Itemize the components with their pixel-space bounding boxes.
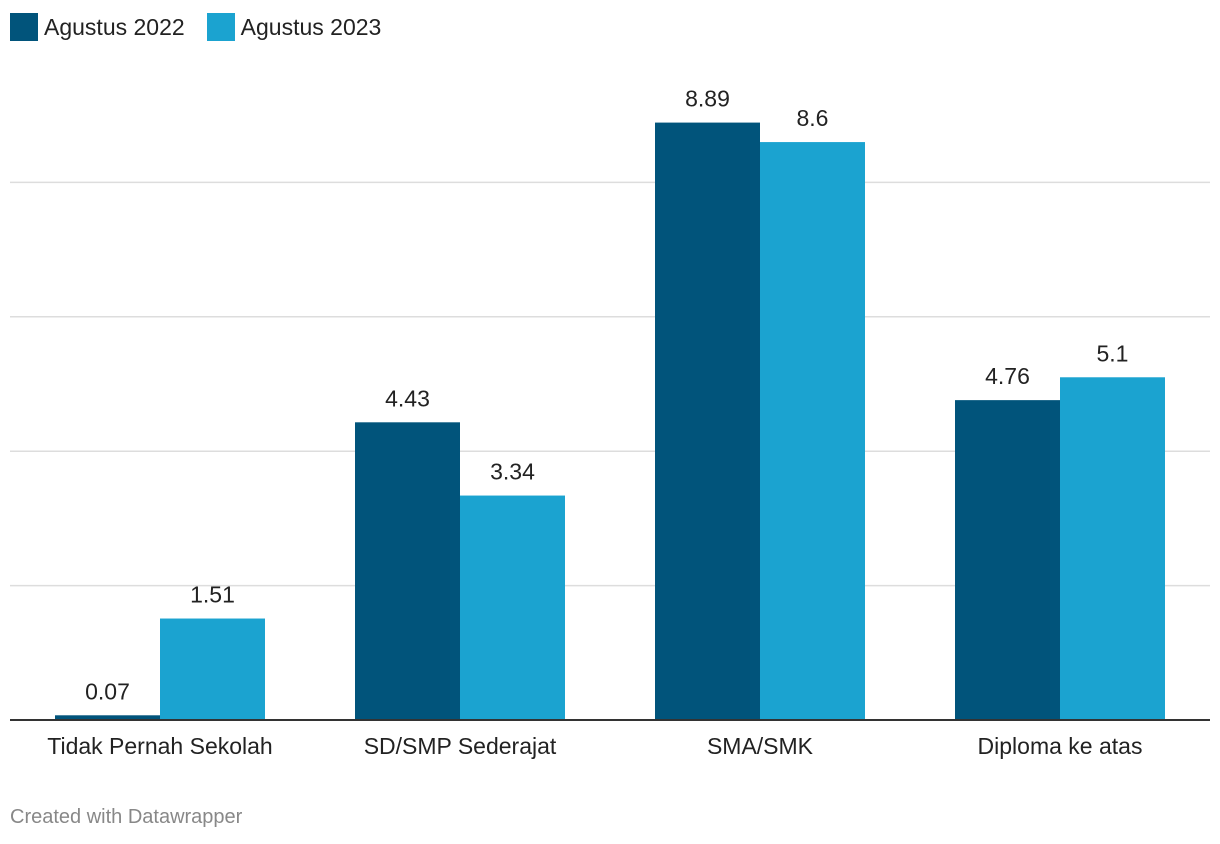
legend-label-2022: Agustus 2022	[44, 13, 185, 40]
legend-item-2023: Agustus 2023	[206, 13, 382, 41]
category-label: SD/SMP Sederajat	[364, 733, 557, 759]
data-label: 1.51	[190, 582, 235, 608]
footer-credit: Created with Datawrapper	[10, 806, 243, 828]
category-label: Tidak Pernah Sekolah	[47, 733, 272, 759]
bar	[955, 400, 1060, 720]
bar	[655, 122, 760, 721]
legend-swatch-2022	[10, 13, 38, 41]
data-label: 3.34	[490, 459, 535, 485]
category-label: Diploma ke atas	[978, 733, 1143, 759]
chart-legend: Agustus 2022 Agustus 2023	[10, 12, 403, 42]
bar	[460, 495, 565, 720]
bar	[760, 142, 865, 720]
bar	[355, 422, 460, 720]
data-label: 8.6	[797, 105, 829, 131]
bar	[160, 618, 265, 720]
category-label: SMA/SMK	[707, 733, 814, 759]
legend-swatch-2023	[206, 13, 235, 41]
data-label: 4.43	[385, 385, 430, 411]
legend-item-2022: Agustus 2022	[10, 13, 185, 41]
bar-chart: 0.07 1.51 Tidak Pernah Sekolah 4.43 3.34 SD/S…	[10, 86, 1210, 759]
bar	[1060, 377, 1165, 720]
data-label: 8.89	[685, 86, 730, 112]
data-label: 0.07	[85, 678, 130, 704]
bar	[55, 715, 160, 720]
data-label: 4.76	[985, 363, 1030, 389]
data-label: 5.1	[1097, 340, 1129, 366]
legend-label-2023: Agustus 2023	[240, 13, 382, 40]
